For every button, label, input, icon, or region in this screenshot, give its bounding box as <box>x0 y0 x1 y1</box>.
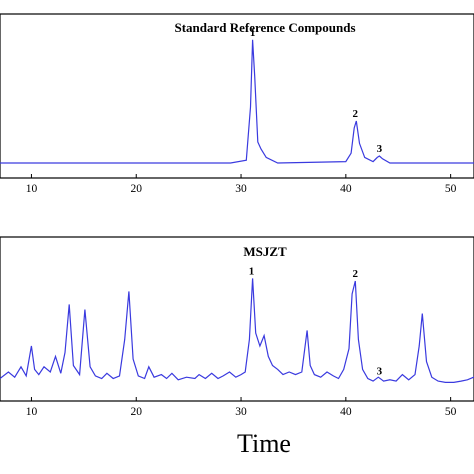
x-tick-label: 40 <box>340 406 352 418</box>
x-tick-label: 30 <box>235 406 247 418</box>
peak-label: 1 <box>250 27 256 39</box>
x-tick-label: 50 <box>445 406 457 418</box>
standards-x-axis: 102030405060 <box>26 174 457 195</box>
x-tick-label: 20 <box>130 406 142 418</box>
msjzt-peak-labels: 1 2 3 <box>249 265 383 377</box>
standards-plot-frame <box>0 13 474 179</box>
standards-panel: Standard Reference Compounds 10203040506… <box>0 13 474 195</box>
peak-label: 3 <box>377 143 383 155</box>
x-tick-label: 50 <box>445 183 457 195</box>
msjzt-panel-title: MSJZT <box>243 244 287 259</box>
msjzt-plot-frame <box>0 236 474 402</box>
x-tick-label: 40 <box>340 183 352 195</box>
msjzt-panel: MSJZT 102030405060 123 <box>0 236 474 418</box>
standards-panel-title: Standard Reference Compounds <box>174 20 355 35</box>
standards-peak-labels: 1 2 3 <box>250 27 383 155</box>
x-axis-title: Time <box>237 429 291 458</box>
peak-label: 2 <box>353 268 359 280</box>
x-tick-label: 30 <box>235 183 247 195</box>
peak-label: 3 <box>377 366 383 378</box>
msjzt-chromatogram-trace <box>0 278 474 383</box>
peak-label: 1 <box>249 265 255 277</box>
msjzt-x-axis: 102030405060 <box>26 397 457 418</box>
peak-label: 2 <box>353 108 359 120</box>
standards-chromatogram-trace <box>0 39 474 164</box>
x-tick-label: 10 <box>26 183 38 195</box>
x-tick-label: 20 <box>130 183 142 195</box>
x-tick-label: 10 <box>26 406 38 418</box>
